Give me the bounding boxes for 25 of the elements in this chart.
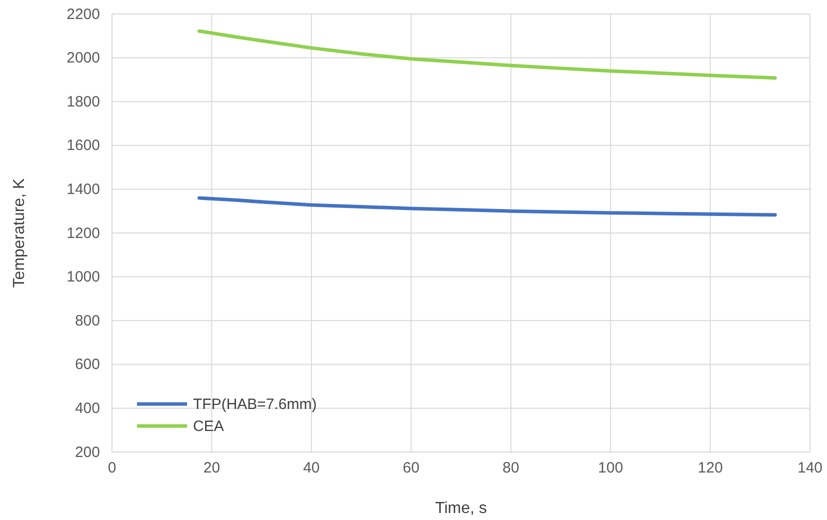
- x-tick-label: 0: [108, 460, 116, 477]
- x-tick-label: 40: [303, 460, 320, 477]
- x-tick-label: 20: [203, 460, 220, 477]
- legend-label: CEA: [193, 418, 224, 435]
- line-series: [198, 29, 777, 80]
- x-tick-label: 140: [797, 460, 823, 477]
- y-tick-label: 600: [74, 356, 100, 374]
- y-tick-label: 800: [74, 312, 100, 330]
- y-axis-title: Temperature, K: [11, 178, 28, 288]
- y-tick-label: 2000: [66, 50, 100, 67]
- y-tick-label: 2200: [66, 6, 100, 23]
- x-tick-label: 100: [598, 460, 624, 477]
- x-tick-label: 80: [502, 460, 520, 477]
- y-tick-label: 1400: [66, 181, 100, 198]
- y-tick-label: 1600: [66, 137, 100, 154]
- x-tick-label: 120: [698, 460, 723, 477]
- y-tick-label: 1000: [66, 268, 100, 286]
- legend-label: TFP(HAB=7.6mm): [193, 396, 317, 413]
- x-axis-title: Time, s: [435, 500, 487, 517]
- y-tick-label: 200: [74, 444, 100, 461]
- x-tick-label: 60: [402, 460, 420, 477]
- y-tick-label: 400: [74, 400, 100, 417]
- y-tick-label: 1200: [66, 224, 100, 242]
- y-tick-label: 1800: [66, 93, 100, 110]
- line-series: [198, 196, 777, 217]
